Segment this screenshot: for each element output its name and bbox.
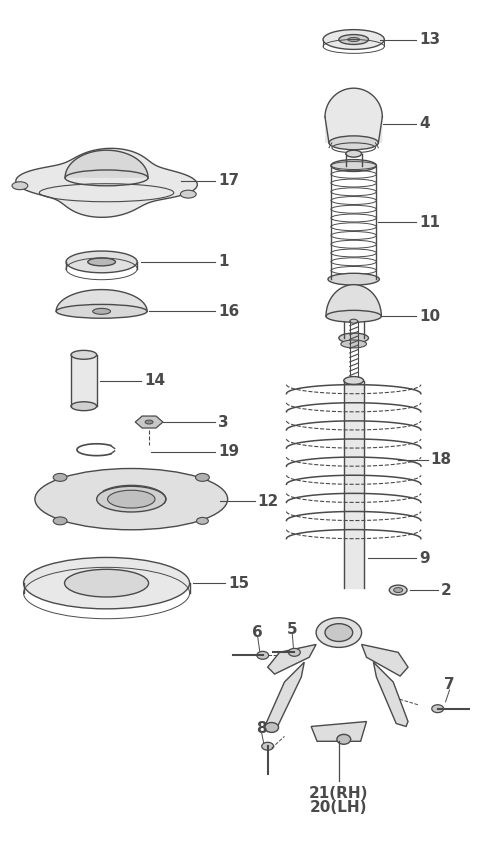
Polygon shape: [264, 662, 304, 731]
Text: 1: 1: [218, 254, 229, 269]
Ellipse shape: [339, 35, 369, 44]
Polygon shape: [268, 644, 316, 674]
Ellipse shape: [331, 160, 376, 172]
Ellipse shape: [325, 624, 353, 642]
Ellipse shape: [88, 258, 116, 266]
Text: 2: 2: [441, 582, 451, 598]
Polygon shape: [326, 285, 381, 316]
Ellipse shape: [432, 705, 444, 712]
Ellipse shape: [145, 420, 153, 424]
Ellipse shape: [346, 150, 361, 157]
Ellipse shape: [64, 570, 149, 597]
Ellipse shape: [96, 486, 166, 512]
Ellipse shape: [339, 333, 369, 343]
Polygon shape: [311, 722, 367, 741]
Ellipse shape: [389, 585, 407, 595]
Ellipse shape: [337, 734, 351, 745]
Polygon shape: [135, 416, 163, 428]
Ellipse shape: [180, 190, 196, 198]
Polygon shape: [65, 150, 148, 178]
Text: 18: 18: [431, 452, 452, 468]
Polygon shape: [344, 381, 363, 588]
Ellipse shape: [328, 274, 379, 285]
Ellipse shape: [66, 251, 137, 273]
Ellipse shape: [196, 518, 208, 524]
Text: 4: 4: [419, 116, 430, 131]
Text: 7: 7: [444, 677, 455, 693]
Text: 14: 14: [144, 373, 165, 388]
Ellipse shape: [56, 304, 147, 318]
Ellipse shape: [53, 473, 67, 481]
Ellipse shape: [288, 649, 300, 656]
Ellipse shape: [348, 37, 360, 42]
Text: 5: 5: [287, 622, 298, 638]
Text: 13: 13: [419, 32, 440, 47]
Ellipse shape: [12, 182, 28, 190]
Text: 21(RH): 21(RH): [309, 786, 369, 802]
Text: 20(LH): 20(LH): [310, 800, 368, 815]
Ellipse shape: [341, 340, 367, 348]
Text: 6: 6: [252, 625, 263, 640]
Ellipse shape: [350, 320, 358, 323]
Ellipse shape: [394, 587, 403, 592]
Polygon shape: [71, 354, 96, 406]
Polygon shape: [373, 662, 408, 727]
Text: 19: 19: [218, 445, 240, 459]
Ellipse shape: [35, 468, 228, 530]
Polygon shape: [325, 88, 383, 143]
Ellipse shape: [316, 618, 361, 648]
Text: 8: 8: [256, 721, 267, 736]
Ellipse shape: [323, 30, 384, 49]
Text: 9: 9: [419, 551, 430, 566]
Ellipse shape: [262, 742, 274, 751]
Polygon shape: [56, 290, 147, 311]
Ellipse shape: [108, 490, 155, 508]
Ellipse shape: [344, 162, 363, 169]
Ellipse shape: [329, 136, 378, 150]
Ellipse shape: [264, 722, 278, 733]
Ellipse shape: [53, 517, 67, 524]
Ellipse shape: [195, 473, 209, 481]
Text: 15: 15: [228, 575, 249, 591]
Text: 17: 17: [218, 173, 240, 189]
Ellipse shape: [257, 651, 269, 660]
Text: 16: 16: [218, 303, 240, 319]
Text: 12: 12: [258, 494, 279, 508]
Ellipse shape: [93, 309, 110, 314]
Ellipse shape: [24, 558, 190, 609]
Ellipse shape: [71, 402, 96, 411]
Text: 11: 11: [419, 215, 440, 230]
Ellipse shape: [344, 377, 363, 384]
Ellipse shape: [326, 310, 381, 322]
Polygon shape: [16, 149, 197, 218]
Text: 10: 10: [419, 309, 440, 324]
Ellipse shape: [71, 350, 96, 360]
Polygon shape: [361, 644, 408, 676]
Text: 3: 3: [218, 415, 229, 429]
